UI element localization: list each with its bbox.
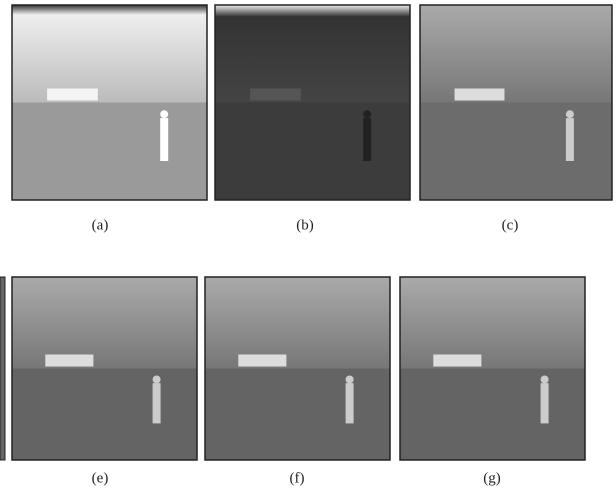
- image-ground: [400, 369, 585, 461]
- image-panel: [420, 5, 612, 200]
- image-ground: [205, 369, 390, 461]
- building: [45, 355, 93, 367]
- image-panel: [12, 277, 197, 460]
- building: [433, 355, 481, 367]
- person: [541, 383, 549, 423]
- person-head: [541, 375, 549, 383]
- image-ground: [12, 103, 207, 201]
- person: [346, 383, 354, 423]
- image-sky: [12, 277, 197, 369]
- caption: (g): [483, 470, 501, 486]
- image-sky: [400, 277, 585, 369]
- person: [160, 118, 168, 161]
- person-head: [363, 110, 371, 118]
- caption: (b): [296, 217, 314, 233]
- building: [250, 89, 301, 101]
- image-panel: [205, 277, 390, 460]
- person-head: [346, 375, 354, 383]
- building: [238, 355, 286, 367]
- image-sky: [205, 277, 390, 369]
- image-sky: [12, 5, 207, 103]
- caption: (c): [502, 217, 519, 233]
- partial-image: [0, 277, 5, 460]
- image-panel: [400, 277, 585, 460]
- person-head: [160, 110, 168, 118]
- caption: (a): [92, 217, 109, 233]
- figure: (a) (b) (c) (e) (f) (g): [0, 0, 616, 490]
- image-panel: [215, 5, 410, 200]
- image-sky: [215, 5, 410, 103]
- caption: (f): [290, 470, 305, 486]
- image-panel: [12, 5, 207, 200]
- person-head: [153, 375, 161, 383]
- building: [47, 89, 98, 101]
- person-head: [566, 110, 574, 118]
- caption: (e): [92, 470, 109, 486]
- person: [566, 118, 574, 161]
- image-ground: [215, 103, 410, 201]
- person: [363, 118, 371, 161]
- building: [455, 89, 505, 101]
- image-ground: [420, 103, 612, 201]
- image-ground: [12, 369, 197, 461]
- image-sky: [420, 5, 612, 103]
- person: [153, 383, 161, 423]
